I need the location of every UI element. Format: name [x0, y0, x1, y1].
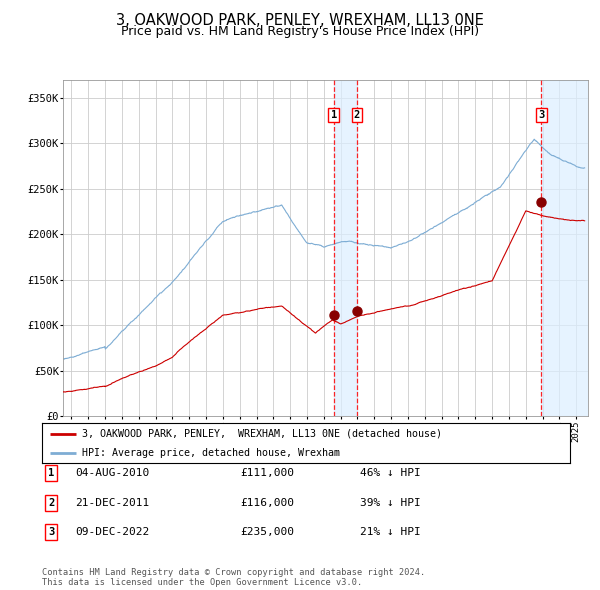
Text: 39% ↓ HPI: 39% ↓ HPI	[360, 498, 421, 507]
Text: 21-DEC-2011: 21-DEC-2011	[75, 498, 149, 507]
Bar	[541, 80, 588, 416]
Text: Price paid vs. HM Land Registry's House Price Index (HPI): Price paid vs. HM Land Registry's House …	[121, 25, 479, 38]
Text: 3: 3	[48, 527, 54, 537]
Text: £235,000: £235,000	[240, 527, 294, 537]
Text: 04-AUG-2010: 04-AUG-2010	[75, 468, 149, 478]
Text: 2: 2	[354, 110, 360, 120]
Text: 3, OAKWOOD PARK, PENLEY,  WREXHAM, LL13 0NE (detached house): 3, OAKWOOD PARK, PENLEY, WREXHAM, LL13 0…	[82, 429, 442, 439]
Text: 3, OAKWOOD PARK, PENLEY, WREXHAM, LL13 0NE: 3, OAKWOOD PARK, PENLEY, WREXHAM, LL13 0…	[116, 13, 484, 28]
Text: 09-DEC-2022: 09-DEC-2022	[75, 527, 149, 537]
Text: 1: 1	[331, 110, 337, 120]
Text: 2: 2	[48, 498, 54, 507]
Text: £116,000: £116,000	[240, 498, 294, 507]
Text: 3: 3	[538, 110, 545, 120]
Text: Contains HM Land Registry data © Crown copyright and database right 2024.
This d: Contains HM Land Registry data © Crown c…	[42, 568, 425, 587]
Bar	[334, 80, 357, 416]
Text: HPI: Average price, detached house, Wrexham: HPI: Average price, detached house, Wrex…	[82, 448, 340, 458]
Text: 46% ↓ HPI: 46% ↓ HPI	[360, 468, 421, 478]
Text: 21% ↓ HPI: 21% ↓ HPI	[360, 527, 421, 537]
Text: £111,000: £111,000	[240, 468, 294, 478]
Text: 1: 1	[48, 468, 54, 478]
